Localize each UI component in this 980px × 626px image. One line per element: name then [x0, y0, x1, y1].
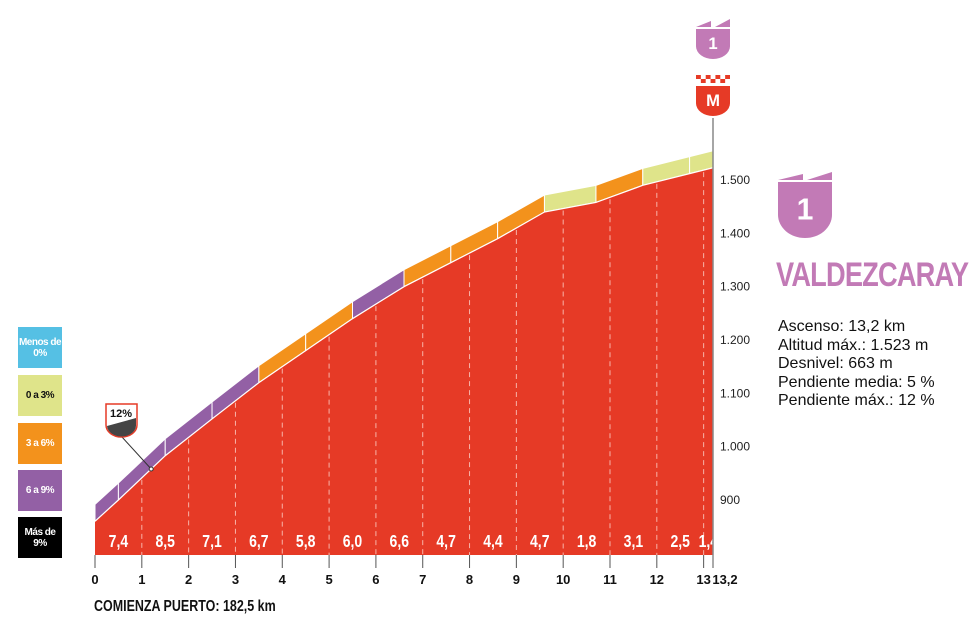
x-tick-label: 7: [419, 572, 426, 587]
max-gradient-label: 12%: [110, 408, 132, 420]
y-tick-label: 1.300: [720, 280, 750, 294]
profile-line: [94, 167, 714, 522]
legend-label: Menos de 0%: [18, 336, 62, 359]
marker-leader-line: [121, 436, 152, 470]
x-tick-label: 13: [696, 572, 710, 587]
x-tick-label: 4: [279, 572, 287, 587]
gradient-label: 4,7: [436, 531, 456, 551]
gradient-slope-icon: [107, 418, 137, 437]
gradient-label: 2,5: [670, 531, 690, 551]
legend-item: 6 a 9%: [18, 470, 62, 511]
x-tick-label: 0: [91, 572, 98, 587]
gradient-label: 4,7: [530, 531, 550, 551]
checkered-flag-icon: [705, 75, 711, 79]
stat-max-gradient: Pendiente máx.: 12 %: [778, 392, 935, 409]
finish-badge-icon-label: M: [706, 91, 720, 110]
x-tick-label: 9: [513, 572, 520, 587]
x-tick-label: 10: [556, 572, 570, 587]
category-large-icon-label: 1: [797, 193, 814, 226]
legend-label: 6 a 9%: [25, 485, 55, 496]
checkered-flag-icon: [715, 75, 721, 79]
y-tick-label: 1.200: [720, 333, 750, 347]
checkered-flag-icon: [710, 79, 716, 83]
gradient-label: 4,4: [483, 531, 503, 551]
gradient-label: 1,8: [577, 531, 597, 551]
x-tick-label: 2: [185, 572, 192, 587]
climb-start-label: COMIENZA PUERTO: 182,5 km: [94, 598, 276, 615]
gradient-label: 8,5: [155, 531, 175, 551]
checkered-flag-icon: [725, 75, 730, 79]
x-tick-label: 3: [232, 572, 239, 587]
checkered-flag-icon: [700, 79, 706, 83]
category-crown-icon: [778, 172, 832, 180]
gradient-label: 7,4: [109, 531, 129, 551]
legend-label: 0 a 3%: [25, 390, 55, 401]
stat-max-altitude: Altitud máx.: 1.523 m: [778, 336, 929, 354]
gradient-label: 3,1: [624, 531, 644, 551]
legend-item: Menos de 0%: [18, 327, 62, 368]
legend-label: Más de 9%: [24, 526, 56, 549]
legend-item: 0 a 3%: [18, 375, 62, 416]
gradient-label: 6,0: [343, 531, 363, 551]
stat-avg-gradient: Pendiente media: 5 %: [778, 373, 935, 391]
gradient-label: 5,8: [296, 531, 316, 551]
stat-ascent: Ascenso: 13,2 km: [778, 318, 906, 335]
x-tick-label: 8: [466, 572, 473, 587]
y-tick-label: 900: [720, 493, 740, 507]
climb-stats: Ascenso: 13,2 km Altitud máx.: 1.523 m D…: [778, 318, 935, 411]
climb-name: VALDEZCARAY: [776, 256, 969, 294]
x-tick-label: 1: [138, 572, 145, 587]
gradient-label: 7,1: [202, 531, 222, 551]
profile-area: [95, 167, 713, 556]
checkered-flag-icon: [696, 75, 701, 79]
x-tick-label: 12: [650, 572, 664, 587]
y-tick-label: 1.400: [720, 226, 750, 240]
gradient-label: 6,7: [249, 531, 269, 551]
category-badge-icon-label: 1: [708, 34, 717, 53]
x-tick-label: 11: [603, 572, 617, 587]
y-tick-label: 1.100: [720, 386, 750, 400]
legend-item: 3 a 6%: [18, 423, 62, 464]
category-badge-icon: [696, 29, 730, 59]
marker-point: [148, 466, 154, 472]
x-tick-label: 6: [372, 572, 379, 587]
legend-label: 3 a 6%: [25, 438, 55, 449]
legend-item: Más de 9%: [18, 517, 62, 558]
category-crown-icon: [696, 19, 730, 27]
y-tick-label: 1.000: [720, 440, 750, 454]
gradient-label: 6,6: [390, 531, 410, 551]
gradient-label: 1,4: [699, 531, 719, 551]
y-tick-label: 1.500: [720, 173, 750, 187]
checkered-flag-icon: [720, 79, 726, 83]
x-tick-label: 13,2: [712, 572, 737, 587]
x-tick-label: 5: [325, 572, 332, 587]
finish-badge-icon: [696, 86, 730, 116]
category-large-icon: [778, 182, 832, 238]
stat-elevation-gain: Desnivel: 663 m: [778, 355, 893, 372]
